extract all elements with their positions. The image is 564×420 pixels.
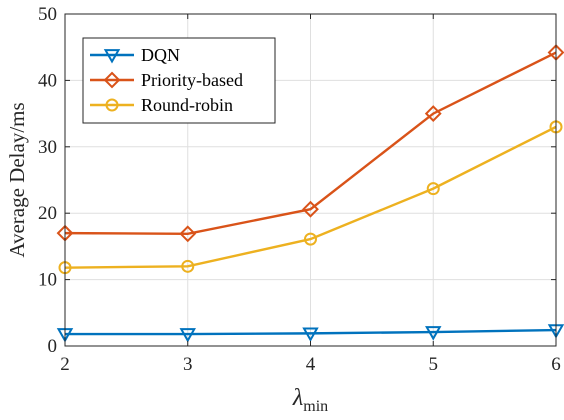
- series-priority-based: [56, 44, 564, 243]
- axis-ticks: 2 3 4 5 6 0 10 20 30 40 50: [38, 4, 561, 375]
- series-line-priority-based: [64, 51, 557, 235]
- legend-marker-round-robin: [105, 98, 119, 112]
- data-point-round-robin: [181, 259, 195, 273]
- y-tick-label: 10: [38, 270, 57, 291]
- y-tick-label: 0: [48, 336, 58, 357]
- legend-label-dqn: DQN: [141, 45, 180, 65]
- series-dqn: [56, 324, 564, 343]
- y-tick-label: 40: [38, 70, 57, 91]
- data-point-round-robin: [304, 232, 317, 246]
- data-point-priority-based: [302, 200, 319, 218]
- x-axis-label-subscript: min: [303, 398, 328, 415]
- legend-label-priority-based: Priority-based: [141, 70, 243, 90]
- x-tick-label: 3: [183, 354, 193, 375]
- x-tick-label: 5: [429, 354, 439, 375]
- legend: DQN Priority-based Round-robin: [82, 37, 276, 124]
- y-axis-label: Average Delay/ms: [5, 102, 29, 257]
- x-axis-label-main: λ: [292, 385, 303, 411]
- data-point-priority-based: [179, 225, 197, 243]
- series-line-dqn: [65, 328, 557, 336]
- series-line-round-robin: [64, 125, 557, 269]
- y-tick-label: 50: [38, 4, 57, 25]
- x-tick-label: 4: [306, 354, 316, 375]
- data-point-dqn: [179, 328, 196, 343]
- y-tick-label: 30: [38, 137, 57, 158]
- data-point-dqn: [425, 326, 442, 341]
- legend-label-round-robin: Round-robin: [141, 95, 233, 115]
- x-tick-label: 2: [60, 354, 70, 375]
- data-point-round-robin: [426, 182, 440, 196]
- series-layer: [56, 44, 564, 343]
- legend-marker-dqn: [103, 49, 121, 64]
- data-point-dqn: [302, 327, 319, 342]
- data-point-priority-based: [424, 105, 442, 123]
- legend-marker-priority-based: [103, 71, 121, 89]
- x-axis-label: λmin: [292, 385, 328, 415]
- y-tick-label: 20: [38, 203, 57, 224]
- x-tick-label: 6: [551, 354, 561, 375]
